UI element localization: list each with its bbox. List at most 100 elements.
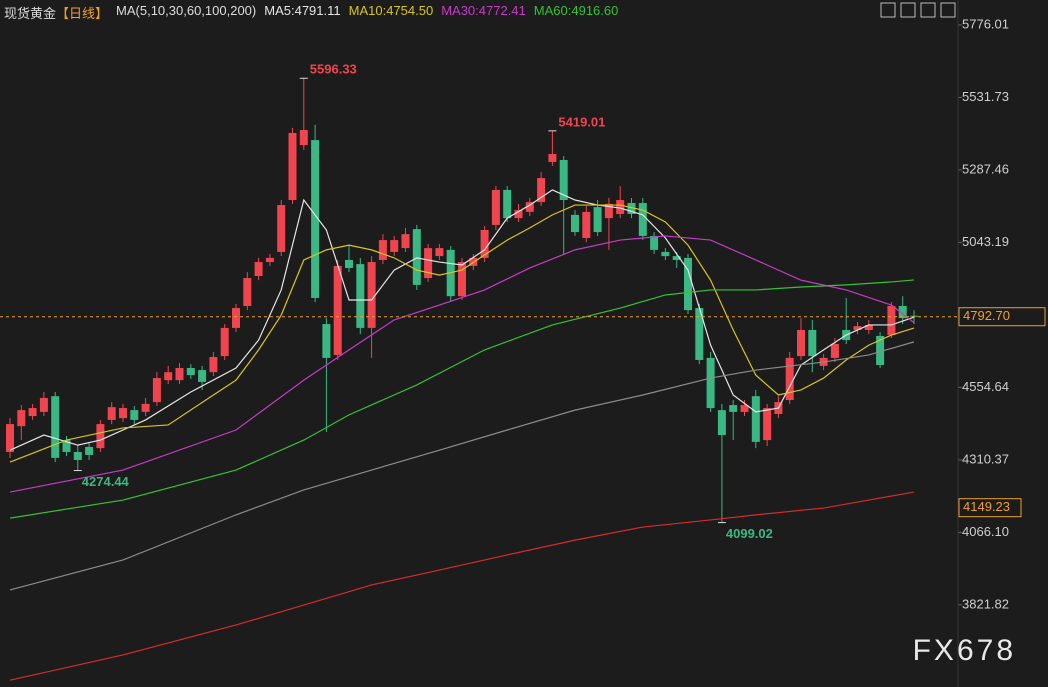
y-tick-label: 5531.73: [962, 89, 1009, 104]
indicator: MA(5,10,30,60,100,200): [116, 3, 257, 18]
candle-body: [638, 202, 647, 236]
candle-body: [119, 408, 127, 419]
candle-body: [458, 262, 466, 297]
candle-body: [571, 214, 579, 233]
candle-body: [830, 343, 839, 358]
candle-body: [51, 396, 60, 458]
candle-body: [73, 451, 82, 460]
candle-body: [254, 262, 263, 276]
marker-price-label: 4149.23: [963, 499, 1010, 514]
tool-icon[interactable]: [920, 2, 936, 18]
watermark: FX678: [913, 634, 1016, 667]
extreme-label: 4274.44: [82, 474, 130, 489]
candle-body: [141, 403, 150, 412]
extreme-label: 5419.01: [558, 114, 605, 129]
candle-body: [39, 397, 48, 412]
header: 现货黄金 【日线】 MA(5,10,30,60,100,200) MA5:479…: [4, 3, 618, 22]
y-tick-label: 5776.01: [962, 16, 1009, 31]
toolbar: [880, 2, 956, 18]
candle-body: [401, 234, 410, 249]
candle-body: [277, 205, 286, 252]
candle-body: [152, 378, 161, 403]
candle-body: [797, 329, 805, 357]
ma-line: [9, 491, 915, 681]
candle-body: [367, 262, 376, 328]
candle-body: [514, 210, 523, 219]
candle-body: [345, 259, 353, 268]
y-tick-label: 5043.19: [962, 234, 1009, 249]
y-tick-label: 4554.64: [962, 379, 1009, 394]
candle-body: [198, 370, 207, 382]
candle-body: [616, 200, 625, 214]
legend-entry: MA60:4916.60: [533, 3, 619, 18]
y-tick-label: 4066.10: [962, 524, 1009, 539]
candle-body: [288, 132, 297, 201]
candle-body: [107, 407, 116, 420]
candle-body: [333, 265, 342, 355]
candle-body: [876, 335, 885, 366]
candle-body: [582, 211, 591, 239]
candle-body: [17, 410, 26, 427]
candle-body: [706, 357, 715, 409]
candle-body: [717, 410, 726, 436]
last-price-box: [958, 307, 1046, 327]
legend-entry: MA30:4772.41: [441, 3, 526, 18]
candle-body: [265, 257, 274, 263]
candle-body: [898, 305, 907, 319]
candle-body: [164, 372, 173, 381]
candle-body: [593, 207, 602, 233]
tool-icon[interactable]: [900, 2, 916, 18]
candle-body: [322, 324, 331, 358]
candle-body: [853, 326, 862, 330]
candle-body: [209, 357, 218, 373]
candle-body: [232, 308, 240, 328]
candle-body: [525, 202, 534, 212]
candle-body: [627, 202, 636, 214]
candle-body: [390, 240, 399, 252]
period: 【日线】: [56, 6, 109, 21]
candle-body: [28, 408, 37, 417]
candle-body: [378, 240, 387, 260]
candle-body: [243, 278, 252, 306]
last-price-label: 4792.70: [963, 308, 1010, 323]
candle-body: [684, 257, 692, 311]
candle-body: [412, 229, 421, 285]
ma-line: [9, 341, 915, 591]
extreme-label: 4099.02: [726, 526, 773, 541]
y-tick-label: 5287.46: [962, 161, 1009, 176]
candle-body: [650, 235, 659, 250]
candle-body: [887, 305, 896, 336]
candle-body: [740, 405, 749, 412]
tool-icon[interactable]: [940, 2, 956, 18]
candle-body: [96, 424, 105, 449]
candle-body: [480, 229, 489, 258]
candle-body: [175, 367, 184, 381]
candle-body: [672, 256, 681, 260]
ma-line: [9, 279, 915, 519]
candle-body: [548, 154, 557, 163]
tool-icon[interactable]: [880, 2, 896, 18]
y-tick-label: 4310.37: [962, 451, 1009, 466]
y-tick-label: 3821.82: [962, 596, 1009, 611]
candle-body: [729, 405, 738, 412]
candle-body: [220, 327, 229, 357]
candle-body: [435, 248, 444, 257]
ma-line: [9, 204, 915, 463]
candle-body: [808, 329, 817, 357]
legend-entry: MA10:4754.50: [348, 3, 434, 18]
candle-body: [864, 324, 873, 330]
candle-body: [62, 440, 71, 452]
candle-body: [491, 189, 500, 225]
instrument: 现货黄金: [4, 6, 57, 21]
candle-body: [503, 189, 512, 219]
candle-body: [695, 308, 704, 360]
candle-body: [6, 424, 14, 452]
candle-body: [785, 357, 794, 401]
candle-body: [85, 446, 94, 455]
candle-body: [537, 178, 546, 203]
candle-body: [356, 264, 365, 328]
candle-body: [130, 410, 139, 420]
candle-body: [299, 129, 308, 146]
